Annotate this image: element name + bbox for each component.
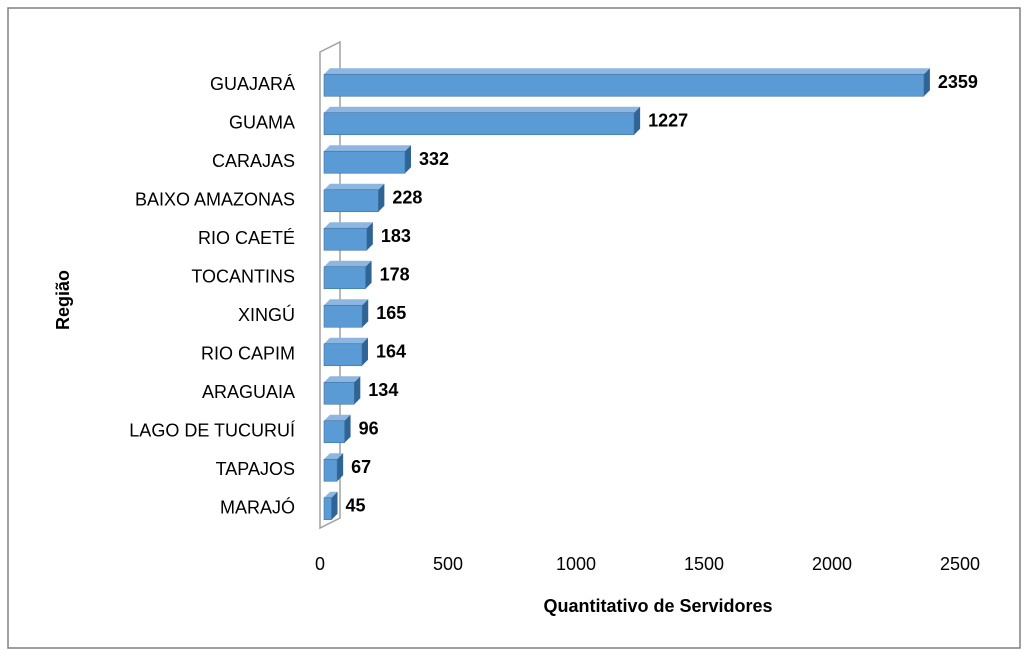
bar-top [324,68,930,75]
bar-side [923,68,930,97]
data-label: 45 [346,496,366,516]
bar-top [324,414,351,421]
bar-top [324,453,344,460]
y-tick-label: GUAJARÁ [210,74,295,94]
data-label: 228 [392,188,422,208]
bar-side [354,376,361,405]
x-tick-label: 1000 [556,554,596,574]
bar [323,150,406,174]
data-label: 183 [381,226,411,246]
bar-side [366,222,373,251]
y-tick-label: LAGO DE TUCURUÍ [129,421,295,441]
y-tick-label: TAPAJOS [216,459,295,479]
bar-top [324,183,385,190]
bar-top [324,222,373,229]
bar-side [362,299,369,328]
bar [323,73,925,97]
bar-top [324,299,369,306]
bar-side [365,260,372,289]
bar-side [331,491,338,520]
y-tick-label: XINGÚ [238,304,295,325]
bar [323,343,363,367]
bar-side [344,414,351,443]
bar [323,381,355,405]
bar [323,112,635,136]
data-label: 1227 [648,111,688,131]
y-tick-label: RIO CAPIM [201,344,295,364]
data-label: 67 [351,457,371,477]
bar [323,266,366,290]
y-tick-label: RIO CAETÉ [198,228,295,248]
bar [323,458,338,482]
data-label: 178 [380,265,410,285]
bar-top [324,145,411,152]
y-tick-label: BAIXO AMAZONAS [135,190,295,210]
x-tick-label: 2500 [940,554,980,574]
x-tick-label: 2000 [812,554,852,574]
chart-frame [7,7,1021,649]
x-tick-label: 1500 [684,554,724,574]
data-label: 134 [368,380,398,400]
data-label: 165 [376,303,406,323]
data-label: 2359 [938,72,978,92]
x-tick-label: 0 [315,554,325,574]
bar [323,189,379,213]
y-tick-label: MARAJÓ [220,497,295,518]
bar-top [324,260,372,267]
bar-side [378,183,385,212]
y-tick-label: GUAMA [229,113,295,133]
data-label: 96 [359,419,379,439]
data-label: 164 [376,342,406,362]
bar-top [324,106,641,113]
bar [323,227,368,251]
bar-side [404,145,411,174]
y-tick-label: CARAJAS [212,151,295,171]
bar [323,304,363,328]
bar-side [634,106,641,135]
y-tick-label: ARAGUAIA [202,382,295,402]
data-label: 332 [419,149,449,169]
x-axis-label: Quantitativo de Servidores [543,596,772,616]
bar-side [337,453,344,482]
bar-top [324,376,361,383]
bar [323,420,345,444]
bar-top [324,491,338,498]
bar-side [361,337,368,366]
x-tick-label: 500 [433,554,463,574]
bar [323,497,332,521]
y-tick-label: TOCANTINS [191,267,295,287]
bar-top [324,337,368,344]
y-axis-label: Região [53,270,73,330]
